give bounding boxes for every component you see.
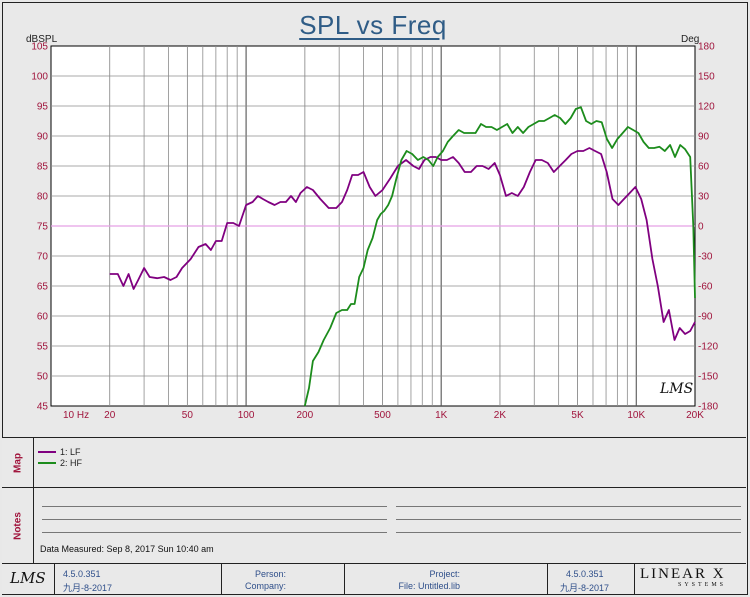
legend-item-lf[interactable]: 1: LF — [38, 447, 81, 457]
x-tick-label: 20 — [104, 410, 116, 421]
y-tick-label: 70 — [37, 252, 49, 263]
footer-project-cell: Project: File: Untitled.lib — [345, 564, 548, 594]
x-tick-label: 10 Hz — [63, 410, 89, 421]
footer-bar: LMS 4.5.0.351 九月-8-2017 Person: Company:… — [2, 563, 746, 594]
map-section: Map 1: LF 2: HF — [2, 437, 746, 488]
y-tick-label: 45 — [37, 402, 49, 413]
y2-tick-label: -120 — [698, 342, 718, 353]
y2-tick-label: 150 — [698, 72, 715, 83]
y-axis-label: dBSPL — [26, 34, 58, 45]
hf-legend-line — [38, 462, 56, 464]
note-line — [396, 519, 741, 520]
series-line-lf — [109, 147, 696, 341]
legend-label-hf: 2: HF — [60, 458, 83, 468]
y2-tick-label: 60 — [698, 162, 710, 173]
y-tick-label: 80 — [37, 192, 49, 203]
y-tick-label: 90 — [37, 132, 49, 143]
y2-tick-label: 180 — [698, 42, 715, 53]
lms-logo: LMS — [10, 569, 46, 587]
notes-section: Notes Data Measured: Sep 8, 2017 Sun 10:… — [2, 487, 746, 564]
y2-tick-label: -90 — [698, 312, 713, 323]
footer-person-cell: Person: Company: — [222, 564, 345, 594]
x-tick-label: 2K — [494, 410, 507, 421]
lf-legend-line — [38, 451, 56, 453]
y2-tick-label: -180 — [698, 402, 718, 413]
y-tick-label: 65 — [37, 282, 49, 293]
y-tick-label: 100 — [31, 72, 48, 83]
person-label: Person: — [254, 569, 286, 579]
y-tick-label: 105 — [31, 42, 48, 53]
y2-tick-label: 0 — [698, 222, 704, 233]
brand-sub: SYSTEMS — [678, 582, 727, 588]
series-line-hf — [303, 106, 696, 407]
y2-tick-label: -30 — [698, 252, 713, 263]
x-tick-label: 200 — [296, 410, 313, 421]
legend-item-hf[interactable]: 2: HF — [38, 458, 82, 468]
x-tick-label: 50 — [182, 410, 194, 421]
legend-label-lf: 1: LF — [60, 447, 81, 457]
project-label: Project: — [429, 569, 460, 579]
file-label: File: Untitled.lib — [398, 581, 460, 591]
linearx-logo: LINEAR X SYSTEMS — [636, 566, 744, 592]
x-tick-label: 100 — [238, 410, 255, 421]
x-tick-label: 10K — [627, 410, 645, 421]
date-right: 九月-8-2017 — [560, 583, 610, 593]
footer-version-right-cell: 4.5.0.351 九月-8-2017 — [548, 564, 635, 594]
chart-title: SPL vs Freq — [299, 10, 447, 40]
chart-watermark-logo: LMS — [660, 381, 694, 397]
y2-axis-label: Deg — [681, 34, 699, 45]
spl-chart: 10 Hz 20 50 100 200 500 1K 2K 5K 10K 20K 45 50 55 60 65… — [26, 34, 718, 421]
x-tick-label: 5K — [571, 410, 584, 421]
x-tick-label: 20K — [686, 410, 704, 421]
y2-tick-label: -150 — [698, 372, 718, 383]
footer-version-cell: 4.5.0.351 九月-8-2017 — [55, 564, 222, 594]
company-label: Company: — [244, 581, 286, 591]
y2-tick-label: 30 — [698, 192, 710, 203]
note-line — [396, 506, 741, 507]
y-tick-label: 50 — [37, 372, 49, 383]
notes-tab[interactable]: Notes — [2, 488, 34, 564]
data-measured-text: Data Measured: Sep 8, 2017 Sun 10:40 am — [40, 544, 214, 554]
note-line — [42, 532, 387, 533]
version-right: 4.5.0.351 — [566, 569, 604, 579]
date-left: 九月-8-2017 — [63, 583, 113, 593]
y-tick-label: 55 — [37, 342, 49, 353]
y-tick-label: 75 — [37, 222, 49, 233]
x-tick-label: 500 — [374, 410, 391, 421]
y2-tick-label: -60 — [698, 282, 713, 293]
note-line — [42, 506, 387, 507]
y-tick-label: 95 — [37, 102, 49, 113]
y-tick-label: 85 — [37, 162, 49, 173]
footer-logo-cell: LMS — [2, 564, 55, 594]
y2-tick-label: 120 — [698, 102, 715, 113]
map-tab[interactable]: Map — [2, 438, 34, 488]
version-left: 4.5.0.351 — [63, 569, 101, 579]
note-line — [42, 519, 387, 520]
note-line — [396, 532, 741, 533]
y2-tick-label: 90 — [698, 132, 710, 143]
y-tick-label: 60 — [37, 312, 49, 323]
x-tick-label: 1K — [435, 410, 448, 421]
brand-name: LINEAR X — [640, 566, 726, 582]
